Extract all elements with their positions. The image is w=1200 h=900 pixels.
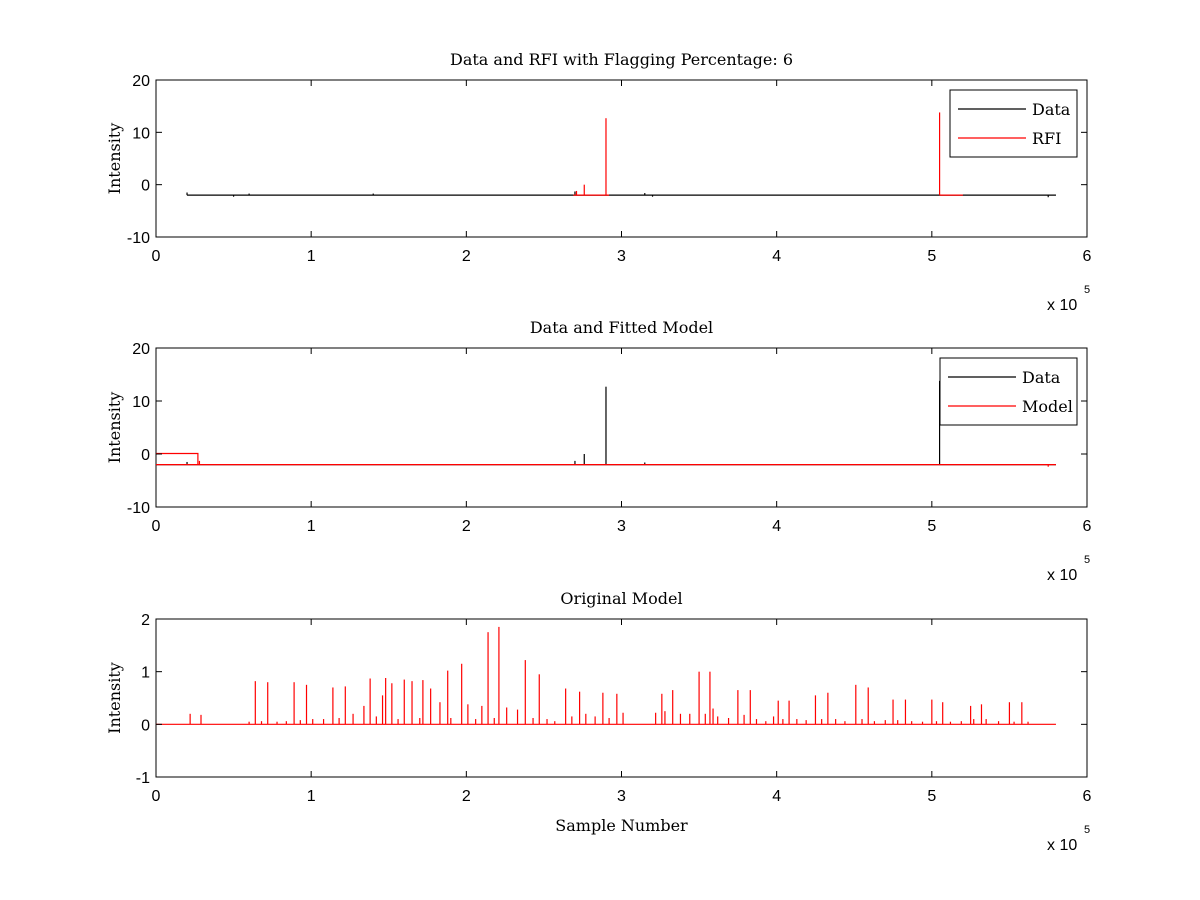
y-tick-label: 0 xyxy=(141,717,150,734)
x-tick-label: 3 xyxy=(617,788,626,805)
series-rfi xyxy=(573,112,963,196)
x-axis-label: Sample Number xyxy=(555,816,688,835)
x-multiplier-exponent: 5 xyxy=(1084,554,1090,566)
x-tick-label: 6 xyxy=(1083,788,1092,805)
x-tick-label: 1 xyxy=(307,518,316,535)
x-tick-label: 5 xyxy=(927,248,936,265)
x-tick-label: 3 xyxy=(617,518,626,535)
model-step xyxy=(156,452,199,465)
x-multiplier-exponent: 5 xyxy=(1084,284,1090,296)
y-tick-label: 0 xyxy=(141,178,150,195)
legend-label-model: Model xyxy=(1022,397,1073,416)
legend-label-data: Data xyxy=(1032,100,1071,119)
x-tick-label: 2 xyxy=(462,518,471,535)
x-tick-label: 5 xyxy=(927,518,936,535)
series-model xyxy=(156,452,1056,467)
x-tick-label: 0 xyxy=(152,788,161,805)
y-tick-label: 20 xyxy=(132,73,150,90)
x-tick-label: 0 xyxy=(152,518,161,535)
plot-area xyxy=(186,112,1056,198)
y-tick-label: -1 xyxy=(136,770,150,787)
legend-label-data: Data xyxy=(1022,368,1061,387)
plot-area xyxy=(156,626,1056,725)
axes-box xyxy=(155,347,1088,508)
legend: Data Model xyxy=(939,357,1078,426)
x-tick-label: 6 xyxy=(1083,518,1092,535)
y-tick-label: 20 xyxy=(132,341,150,358)
x-tick-label: 3 xyxy=(617,248,626,265)
y-tick-label: -10 xyxy=(127,230,150,247)
y-tick-label: 2 xyxy=(141,612,150,629)
legend-box xyxy=(949,89,1078,158)
x-tick-label: 0 xyxy=(152,248,161,265)
chart-title: Data and Fitted Model xyxy=(530,318,713,337)
chart-title: Data and RFI with Flagging Percentage: 6 xyxy=(450,50,793,69)
x-tick-label: 6 xyxy=(1083,248,1092,265)
chart-title: Original Model xyxy=(560,589,682,608)
y-axis-label: Intensity xyxy=(105,392,124,464)
series-model-trace xyxy=(156,626,1056,725)
y-tick-label: 0 xyxy=(141,447,150,464)
plot-area xyxy=(156,380,1056,467)
axes-box xyxy=(155,618,1088,778)
x-tick-label: 4 xyxy=(772,788,781,805)
y-axis-label: Intensity xyxy=(105,662,124,734)
x-multiplier: x 10 xyxy=(1047,567,1077,584)
axes-box xyxy=(155,79,1088,238)
legend-label-rfi: RFI xyxy=(1032,129,1061,148)
x-tick-label: 5 xyxy=(927,788,936,805)
x-tick-label: 1 xyxy=(307,248,316,265)
legend-box xyxy=(939,357,1078,426)
y-axis-label: Intensity xyxy=(105,123,124,195)
x-multiplier-exponent: 5 xyxy=(1084,824,1090,836)
y-tick-label: 10 xyxy=(132,125,150,142)
series-data xyxy=(186,191,1056,198)
legend: Data RFI xyxy=(949,89,1078,158)
y-tick-label: 10 xyxy=(132,394,150,411)
x-multiplier: x 10 xyxy=(1047,837,1077,854)
x-tick-label: 4 xyxy=(772,248,781,265)
x-tick-label: 1 xyxy=(307,788,316,805)
y-tick-label: -10 xyxy=(127,500,150,517)
x-tick-label: 2 xyxy=(462,248,471,265)
x-tick-label: 4 xyxy=(772,518,781,535)
y-tick-label: 1 xyxy=(141,665,150,682)
x-multiplier: x 10 xyxy=(1047,297,1077,314)
x-tick-label: 2 xyxy=(462,788,471,805)
